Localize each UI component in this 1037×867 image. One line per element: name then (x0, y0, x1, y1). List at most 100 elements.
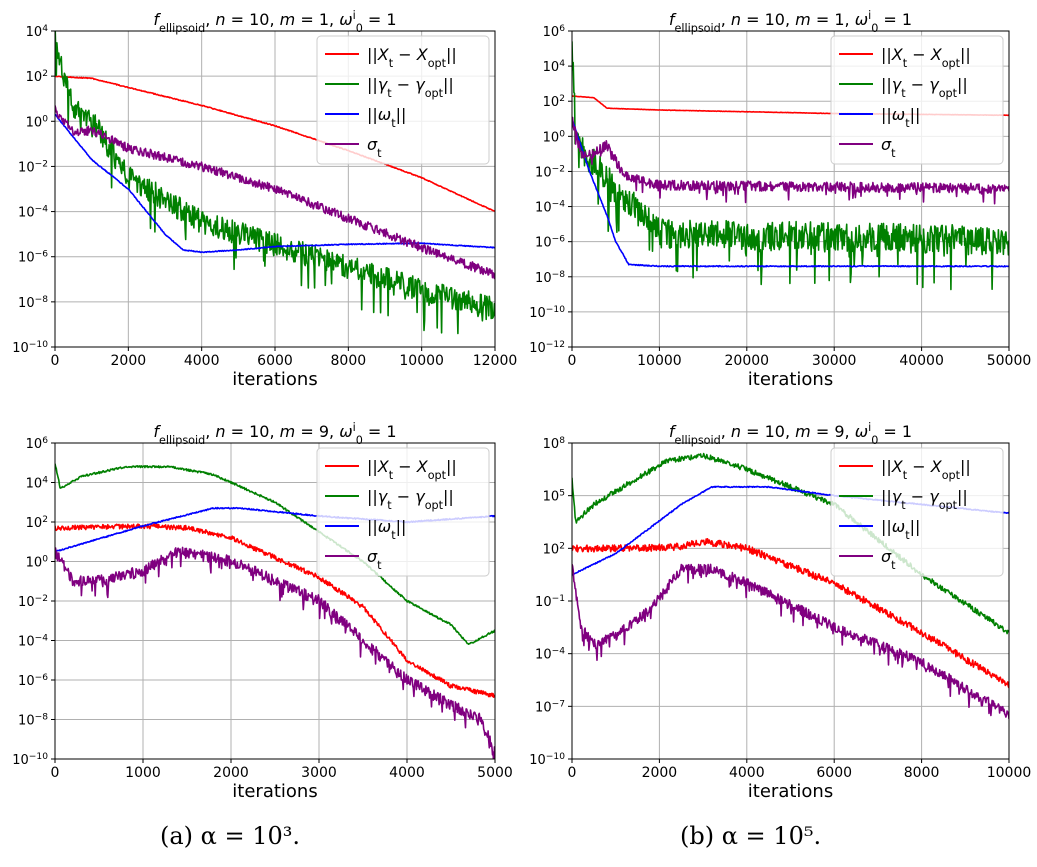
y-tick-label: 10−6 (18, 673, 48, 689)
y-tick-label: 10−2 (18, 594, 48, 610)
plot-frame (54, 442, 496, 760)
x-tick-label: 6000 (257, 353, 293, 369)
y-tick-label: 100 (543, 129, 566, 145)
legend-box (830, 447, 1004, 577)
x-tick-label: 2000 (213, 765, 249, 781)
x-tick-label: 4000 (389, 765, 425, 781)
y-tick-label: 102 (26, 515, 48, 531)
caption-a: (a) α = 10³. (160, 822, 301, 850)
legend-label: ||ωt|| (367, 517, 406, 542)
y-tick-label: 10−1 (535, 594, 565, 610)
x-tick-label: 0 (51, 353, 60, 369)
series-line (55, 113, 495, 254)
plot-frame (571, 30, 1010, 348)
x-axis-label: iterations (748, 781, 833, 802)
y-tick-label: 10−6 (18, 250, 48, 266)
chart-2: 0 10000 20000 30000 40000 50000 10−12 10−10 10−8… (529, 9, 1031, 391)
legend-label: ||γt − γopt|| (367, 487, 454, 512)
series-line (572, 118, 1009, 268)
y-tick-label: 104 (26, 476, 49, 492)
legend-label: ||ωt|| (367, 105, 406, 130)
x-tick-label: 4000 (184, 353, 220, 369)
series-line (572, 538, 1009, 689)
legend-box (316, 447, 490, 577)
series-line (55, 31, 495, 335)
series-line (572, 116, 1009, 205)
chart-title: fellipsoid, n = 10, m = 9, ωi0 = 1 (669, 421, 912, 447)
y-tick-label: 100 (26, 114, 49, 130)
y-tick-label: 102 (543, 94, 565, 110)
x-tick-label: 50000 (987, 353, 1032, 369)
y-tick-label: 102 (543, 541, 565, 557)
chart-title: fellipsoid, n = 10, m = 1, ωi0 = 1 (153, 9, 396, 35)
series-line (572, 452, 1009, 635)
series-group (55, 31, 495, 335)
y-tick-label: 100 (26, 555, 49, 571)
chart-title: fellipsoid, n = 10, m = 1, ωi0 = 1 (669, 9, 912, 35)
x-tick-label: 0 (51, 765, 60, 781)
x-tick-label: 10000 (399, 353, 444, 369)
legend-label: ||Xt − Xopt|| (881, 45, 971, 70)
legend: ||Xt − Xopt|| ||γt − γopt|| ||ωt|| σt (830, 35, 1004, 165)
legend: ||Xt − Xopt|| ||γt − γopt|| ||ωt|| σt (316, 447, 490, 577)
legend-label: ||Xt − Xopt|| (367, 45, 457, 70)
legend: ||Xt − Xopt|| ||γt − γopt|| ||ωt|| σt (316, 35, 490, 165)
y-tick-label: 106 (26, 436, 49, 452)
y-tick-label: 10−4 (18, 205, 48, 221)
y-tick-label: 10−8 (535, 270, 565, 286)
series-line (55, 463, 495, 645)
legend-label: σt (367, 547, 382, 572)
y-tick-label: 10−10 (529, 305, 565, 321)
x-axis-label: iterations (232, 781, 317, 802)
chart-3: 0 1000 2000 3000 4000 5000 10−10 10−8 10−6 10−4 10… (12, 421, 513, 803)
plot-frame (54, 30, 496, 348)
y-tick-label: 10−7 (535, 699, 565, 715)
legend-label: σt (367, 135, 382, 160)
y-tick-label: 104 (26, 24, 49, 40)
y-tick-label: 10−8 (18, 713, 48, 729)
x-tick-label: 6000 (816, 765, 852, 781)
x-tick-label: 4000 (729, 765, 765, 781)
legend-box (830, 35, 1004, 165)
chart-1: 0 2000 4000 6000 8000 10000 12000 10−10 10−8 10−6… (12, 9, 517, 391)
x-tick-label: 8000 (904, 765, 940, 781)
x-tick-label: 5000 (477, 765, 513, 781)
series-line (572, 41, 1009, 291)
x-tick-label: 1000 (125, 765, 161, 781)
y-tick-label: 104 (543, 59, 566, 75)
series-line (572, 563, 1009, 720)
x-tick-label: 2000 (111, 353, 147, 369)
x-axis-label: iterations (232, 369, 317, 390)
x-tick-label: 20000 (725, 353, 770, 369)
legend-label: ||γt − γopt|| (367, 75, 454, 100)
x-tick-label: 3000 (301, 765, 337, 781)
caption-b: (b) α = 10⁵. (680, 822, 822, 850)
legend-label: ||Xt − Xopt|| (367, 457, 457, 482)
legend-label: ||γt − γopt|| (881, 75, 968, 100)
x-tick-label: 0 (568, 765, 577, 781)
y-tick-label: 10−4 (535, 647, 565, 663)
legend-label: ||ωt|| (881, 105, 920, 130)
legend-label: σt (881, 135, 896, 160)
chart-title: fellipsoid, n = 10, m = 9, ωi0 = 1 (153, 421, 396, 447)
y-tick-label: 10−10 (12, 752, 48, 768)
x-tick-label: 2000 (642, 765, 678, 781)
y-tick-label: 10−12 (529, 340, 565, 356)
legend-label: ||γt − γopt|| (881, 487, 968, 512)
series-line (55, 523, 495, 698)
x-axis-label: iterations (748, 369, 833, 390)
x-tick-label: 10000 (987, 765, 1032, 781)
y-tick-label: 10−2 (18, 159, 48, 175)
legend-box (316, 35, 490, 165)
y-tick-label: 10−4 (535, 200, 565, 216)
x-tick-label: 30000 (812, 353, 857, 369)
legend-label: ||Xt − Xopt|| (881, 457, 971, 482)
series-line (55, 105, 495, 280)
y-tick-label: 10−6 (535, 235, 565, 251)
plot-frame (571, 442, 1010, 760)
legend-label: ||ωt|| (881, 517, 920, 542)
chart-4: 0 2000 4000 6000 8000 10000 10−10 10−7 10−4 10−1 1… (529, 421, 1031, 803)
legend-label: σt (881, 547, 896, 572)
x-tick-label: 40000 (899, 353, 944, 369)
